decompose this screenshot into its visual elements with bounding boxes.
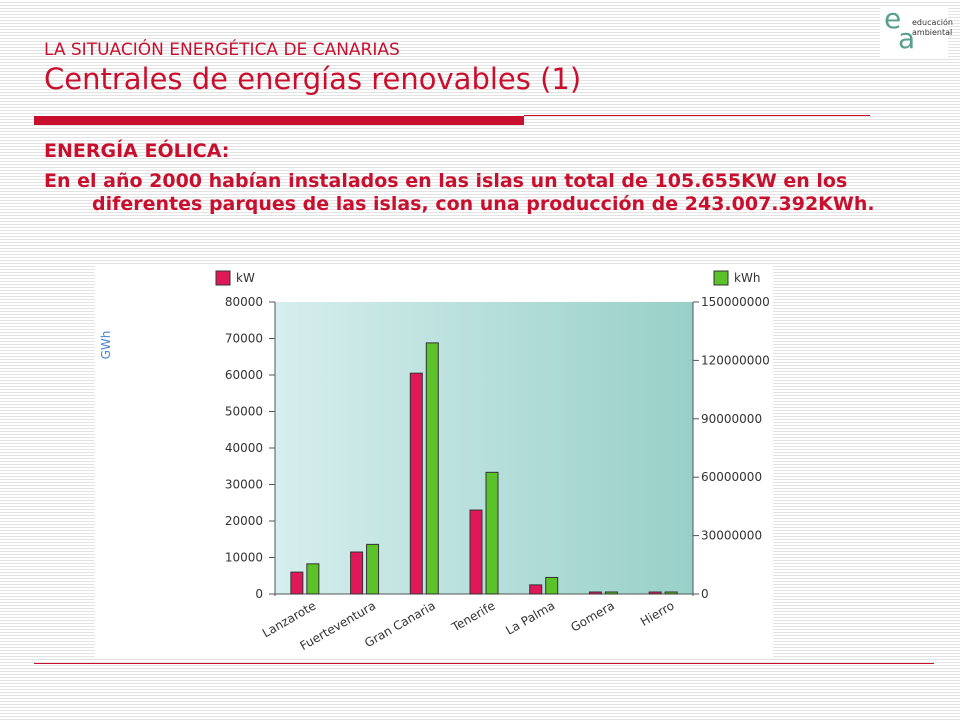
x-tick-label: La Palma — [503, 598, 557, 637]
bar-kw-gomera — [588, 591, 602, 595]
bar-kwh-gomera — [604, 591, 618, 595]
y-right-tick-label: 30000000 — [701, 529, 762, 543]
footer-divider — [34, 663, 934, 664]
y-right-tick-label: 90000000 — [701, 412, 762, 426]
y-left-tick-label: 40000 — [225, 441, 263, 455]
body-paragraph: En el año 2000 habían instalados en las … — [44, 170, 875, 215]
legend-label-kw: kW — [236, 271, 255, 285]
logo-text-1: educación — [912, 18, 953, 27]
logo-letter-a: a — [898, 22, 916, 55]
bar-kw-gran-canaria — [409, 372, 423, 595]
bar-kwh-lanzarote — [306, 563, 320, 595]
logo: e a educación ambiental — [880, 2, 953, 58]
legend-swatch-kw — [215, 270, 231, 286]
x-tick-label: Tenerife — [448, 598, 497, 634]
bar-kw-hierro — [648, 591, 662, 595]
bar-kw-tenerife — [469, 509, 483, 595]
bar-kwh-tenerife — [485, 471, 499, 595]
supertitle: LA SITUACIÓN ENERGÉTICA DE CANARIAS — [44, 40, 400, 60]
y-right-tick-label: 150000000 — [701, 295, 770, 309]
y-left-tick-label: 0 — [255, 587, 263, 601]
bar-kw-lanzarote — [290, 571, 304, 595]
bar-kwh-la-palma — [545, 576, 559, 595]
legend-swatch-kwh — [713, 270, 729, 286]
y-left-tick-label: 20000 — [225, 514, 263, 528]
bar-kwh-gran-canaria — [425, 342, 439, 595]
y-left-tick-label: 60000 — [225, 368, 263, 382]
x-tick-label: Gomera — [568, 598, 617, 634]
title-underline-thin — [524, 115, 870, 116]
y-left-tick-label: 10000 — [225, 551, 263, 565]
chart-container: 80000 70000 60000 50000 40000 30000 20000 10000… — [95, 265, 773, 657]
section-heading: ENERGÍA EÓLICA: — [44, 140, 230, 162]
page-title: Centrales de energías renovables (1) — [44, 62, 582, 96]
bar-chart: 80000 70000 60000 50000 40000 30000 20000 10000… — [99, 270, 770, 653]
legend-label-kwh: kWh — [734, 271, 760, 285]
y-left-tick-label: 70000 — [225, 332, 263, 346]
y-right-tick-label: 0 — [701, 587, 709, 601]
y-right-tick-label: 120000000 — [701, 353, 770, 367]
y-left-tick-label: 30000 — [225, 478, 263, 492]
plot-area — [275, 302, 693, 594]
x-tick-label: Hierro — [638, 598, 677, 628]
bar-kwh-hierro — [664, 591, 678, 595]
bar-kwh-fuerteventura — [366, 543, 380, 595]
y-right-tick-label: 60000000 — [701, 470, 762, 484]
y-axis-label: GWh — [99, 331, 113, 360]
logo-letter-e: e — [884, 2, 902, 35]
y-left-tick-label: 80000 — [225, 295, 263, 309]
logo-text-2: ambiental — [912, 28, 953, 37]
bar-kw-fuerteventura — [350, 551, 364, 595]
y-left-tick-label: 50000 — [225, 405, 263, 419]
title-underline-thick — [34, 116, 524, 125]
bar-kw-la-palma — [529, 584, 543, 595]
